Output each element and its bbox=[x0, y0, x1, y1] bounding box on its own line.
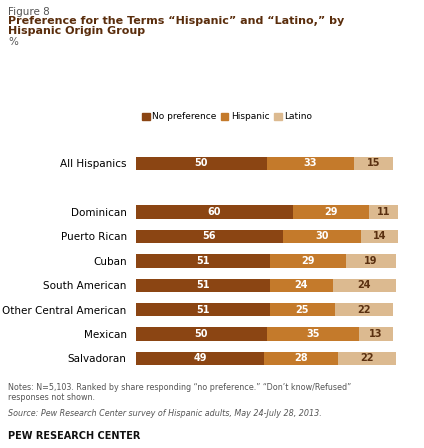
Text: 50: 50 bbox=[195, 158, 208, 168]
Bar bbox=[270, 279, 332, 292]
Bar bbox=[332, 279, 396, 292]
Bar bbox=[369, 205, 398, 219]
Text: 35: 35 bbox=[306, 329, 320, 339]
Bar bbox=[354, 156, 393, 170]
Text: 14: 14 bbox=[373, 232, 387, 241]
Text: 50: 50 bbox=[195, 329, 208, 339]
Bar bbox=[270, 303, 335, 316]
Bar bbox=[335, 303, 393, 316]
Text: 25: 25 bbox=[296, 305, 309, 314]
Text: 11: 11 bbox=[377, 207, 391, 217]
Text: 51: 51 bbox=[196, 280, 209, 290]
Bar bbox=[346, 254, 396, 267]
Text: 22: 22 bbox=[357, 305, 371, 314]
Legend: No preference, Hispanic, Latino: No preference, Hispanic, Latino bbox=[139, 109, 316, 125]
Text: Preference for the Terms “Hispanic” and “Latino,” by: Preference for the Terms “Hispanic” and … bbox=[8, 16, 345, 26]
Text: 30: 30 bbox=[315, 232, 329, 241]
Bar bbox=[136, 205, 293, 219]
Bar bbox=[267, 156, 354, 170]
Bar bbox=[361, 230, 398, 243]
Text: 33: 33 bbox=[304, 158, 317, 168]
Bar bbox=[136, 156, 267, 170]
Bar bbox=[136, 279, 270, 292]
Bar bbox=[136, 254, 270, 267]
Bar bbox=[270, 254, 346, 267]
Text: 24: 24 bbox=[294, 280, 308, 290]
Text: 56: 56 bbox=[202, 232, 216, 241]
Text: 24: 24 bbox=[357, 280, 371, 290]
Text: 60: 60 bbox=[208, 207, 221, 217]
Text: Figure 8: Figure 8 bbox=[8, 7, 50, 17]
Bar bbox=[267, 327, 359, 341]
Text: 49: 49 bbox=[193, 353, 207, 363]
Text: 15: 15 bbox=[366, 158, 380, 168]
Bar bbox=[136, 352, 264, 365]
Bar bbox=[338, 352, 396, 365]
Text: PEW RESEARCH CENTER: PEW RESEARCH CENTER bbox=[8, 431, 141, 441]
Bar bbox=[136, 230, 283, 243]
Text: 51: 51 bbox=[196, 305, 209, 314]
Text: 51: 51 bbox=[196, 256, 209, 266]
Text: 13: 13 bbox=[369, 329, 382, 339]
Text: Source: Pew Research Center survey of Hispanic adults, May 24-July 28, 2013.: Source: Pew Research Center survey of Hi… bbox=[8, 409, 322, 418]
Bar bbox=[359, 327, 393, 341]
Text: 19: 19 bbox=[364, 256, 377, 266]
Text: %: % bbox=[8, 37, 18, 47]
Text: 28: 28 bbox=[294, 353, 308, 363]
Text: 22: 22 bbox=[360, 353, 374, 363]
Text: 29: 29 bbox=[324, 207, 338, 217]
Bar bbox=[136, 303, 270, 316]
Bar bbox=[283, 230, 361, 243]
Bar bbox=[136, 327, 267, 341]
Text: Hispanic Origin Group: Hispanic Origin Group bbox=[8, 26, 145, 35]
Bar bbox=[293, 205, 369, 219]
Text: Notes: N=5,103. Ranked by share responding “no preference.” “Don’t know/Refused”: Notes: N=5,103. Ranked by share respondi… bbox=[8, 383, 352, 402]
Bar bbox=[264, 352, 338, 365]
Text: 29: 29 bbox=[301, 256, 314, 266]
